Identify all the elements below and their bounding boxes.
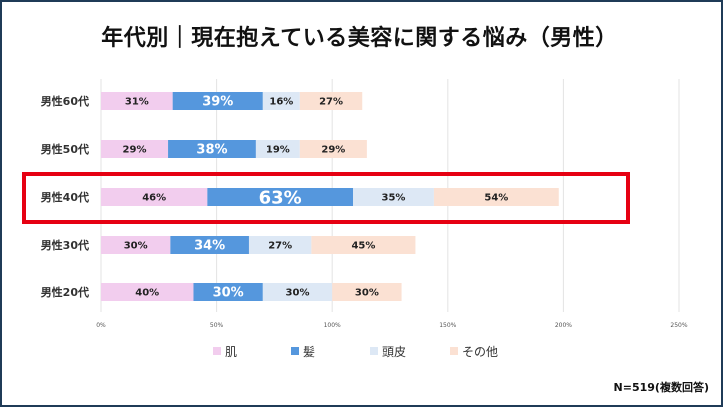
x-tick-label: 0% [96,322,106,329]
bar-value-label: 45% [351,241,375,252]
bar-segment [299,140,367,158]
y-category-label: 男性40代 [41,190,89,204]
bar-segment [255,140,300,158]
bar-value-label: 46% [142,193,166,204]
bar-value-label: 54% [484,193,508,204]
bar-value-label: 30% [286,288,310,299]
bar-segment [101,283,194,301]
bar-value-label: 39% [202,95,233,110]
chart-title: 年代別｜現在抱えている美容に関する悩み（男性） [101,26,618,51]
bar-segment [172,92,263,110]
x-tick-label: 200% [555,322,572,329]
y-category-label: 男性60代 [41,94,89,108]
sample-note: N=519(複数回答) [613,381,709,394]
bar-value-label: 29% [321,145,345,156]
bar-segment [101,92,173,110]
bar-segment [193,283,263,301]
bar-value-label: 35% [381,193,405,204]
x-tick-label: 100% [324,322,341,329]
legend-swatch [213,347,221,355]
x-tick-label: 150% [439,322,456,329]
bar-segment [299,92,363,110]
legend-swatch [450,347,458,355]
legend-swatch [291,347,299,355]
bar-segment [170,236,249,254]
bar-value-label: 30% [355,288,379,299]
bar-value-label: 29% [123,145,147,156]
bar-value-label: 27% [268,241,292,252]
bar-segment [311,236,416,254]
y-category-label: 男性20代 [41,285,89,299]
bar-value-label: 30% [213,286,244,301]
bar-value-label: 40% [135,288,159,299]
bar-segment [353,188,434,206]
bar-segment [101,140,169,158]
x-tick-label: 50% [210,322,224,329]
bar-segment [168,140,256,158]
bar-segment [248,236,312,254]
bar-segment [207,188,354,206]
legend-swatch [370,347,378,355]
highlight-box [22,172,630,224]
bar-value-label: 16% [269,97,293,108]
bar-value-label: 31% [125,97,149,108]
bar-value-label: 38% [196,143,227,158]
x-tick-label: 250% [670,322,687,329]
bar-segment [101,188,208,206]
legend-label: その他 [462,345,498,359]
bar-segment [262,92,300,110]
bar-segment [262,283,333,301]
bar-segment [101,236,171,254]
bar-value-label: 19% [266,145,290,156]
bar-segment [332,283,402,301]
bar-value-label: 30% [124,241,148,252]
bar-value-label: 63% [259,187,302,208]
y-category-label: 男性50代 [41,142,89,156]
bar-value-label: 34% [194,239,225,254]
legend-label: 肌 [225,345,237,359]
legend-label: 頭皮 [382,345,406,359]
legend-label: 髪 [303,345,315,359]
bar-segment [433,188,559,206]
y-category-label: 男性30代 [41,238,89,252]
bar-value-label: 27% [319,97,343,108]
